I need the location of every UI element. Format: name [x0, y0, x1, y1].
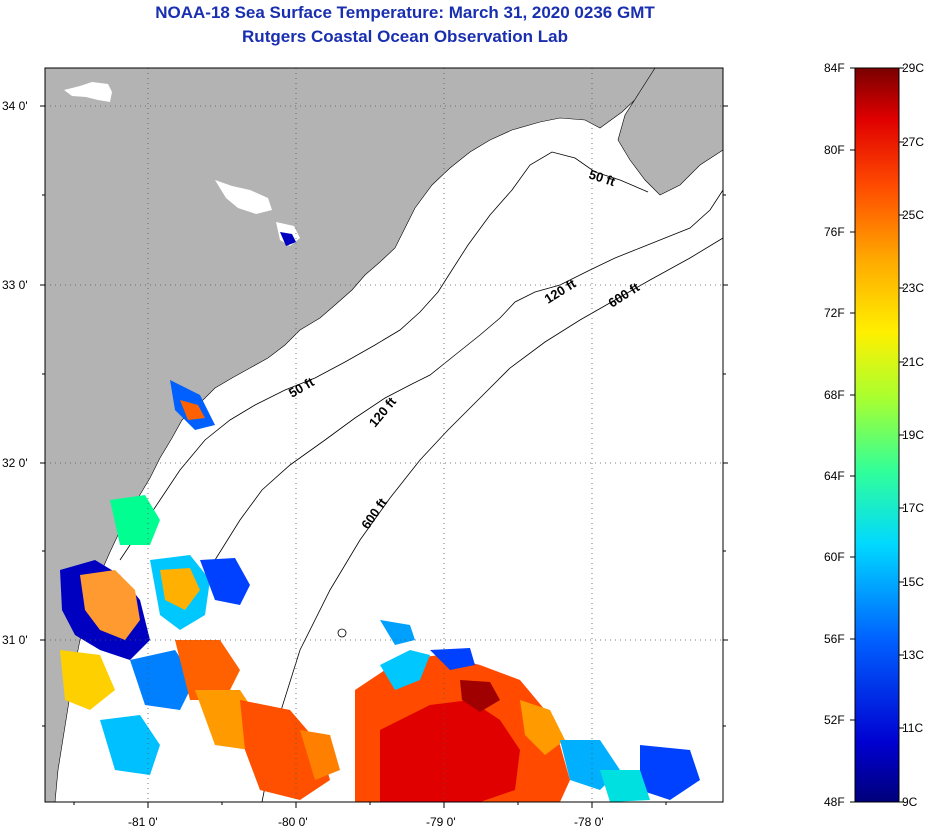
contour-120ft — [214, 189, 723, 561]
colorbar-c-label: 25C — [902, 208, 924, 222]
colorbar-f-label: 84F — [824, 61, 845, 75]
colorbar-f-label: 48F — [824, 795, 845, 809]
colorbar-f-label: 80F — [824, 143, 845, 157]
lat-label: 31 0' — [2, 633, 28, 647]
sst-data — [60, 380, 700, 802]
colorbar-ticks — [850, 67, 904, 803]
colorbar-f-label: 68F — [824, 388, 845, 402]
land-cape-fear — [617, 68, 723, 196]
contour-seamount — [337, 628, 347, 638]
colorbar-c-label: 23C — [902, 281, 924, 295]
land-mass — [45, 68, 656, 802]
colorbar-f-label: 60F — [824, 550, 845, 564]
colorbar — [854, 67, 900, 803]
lon-label: -80 0' — [278, 815, 308, 829]
colorbar-f-label: 52F — [824, 713, 845, 727]
map-ticks — [40, 105, 728, 808]
map-frame — [44, 67, 724, 803]
map-gridlines — [45, 68, 723, 802]
colorbar-c-label: 21C — [902, 355, 924, 369]
cloud-patch — [280, 232, 296, 246]
map-subtitle: Rutgers Coastal Ocean Observation Lab — [242, 27, 568, 46]
colorbar-f-label: 72F — [824, 306, 845, 320]
lat-label: 34 0' — [2, 99, 28, 113]
colorbar-c-label: 13C — [902, 648, 924, 662]
colorbar-c-label: 19C — [902, 428, 924, 442]
cloud-patch — [215, 180, 272, 214]
colorbar-c-label: 9C — [902, 795, 918, 809]
contour-50ft — [119, 151, 649, 561]
colorbar-c-label: 27C — [902, 135, 924, 149]
lon-label: -78 0' — [574, 815, 604, 829]
lat-label: 32 0' — [2, 456, 28, 470]
lon-label: -81 0' — [128, 815, 158, 829]
colorbar-c-label: 29C — [902, 61, 924, 75]
colorbar-f-label: 56F — [824, 632, 845, 646]
colorbar-c-label: 17C — [902, 501, 924, 515]
lat-label: 33 0' — [2, 278, 28, 292]
contour-600ft — [261, 237, 723, 802]
colorbar-f-label: 64F — [824, 469, 845, 483]
lon-label: -79 0' — [426, 815, 456, 829]
colorbar-c-label: 11C — [902, 721, 923, 735]
map-title: NOAA-18 Sea Surface Temperature: March 3… — [155, 3, 655, 22]
colorbar-c-label: 15C — [902, 575, 924, 589]
cloud-patch — [64, 82, 112, 102]
colorbar-f-label: 76F — [824, 225, 845, 239]
